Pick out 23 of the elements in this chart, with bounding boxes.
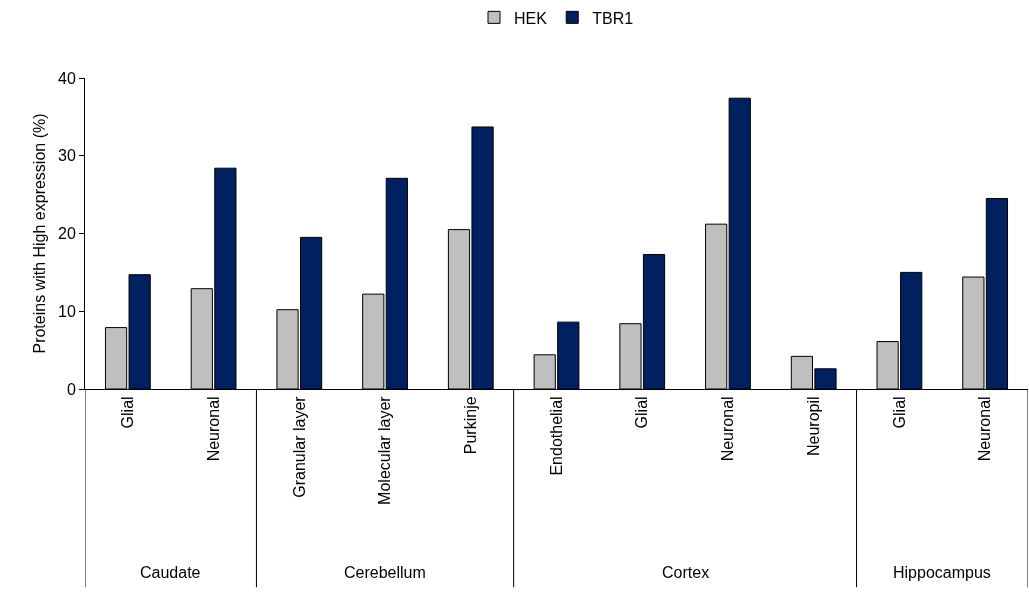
x-tick-label: Purkinje (461, 396, 479, 455)
y-tick-label: 10 (58, 302, 76, 320)
legend-label: HEK (514, 9, 548, 27)
text: Cortex (662, 564, 710, 581)
y-tick-label: 40 (58, 69, 76, 87)
x-tick-label: Neuronal (719, 396, 737, 462)
x-tick-label: Neuronal (976, 396, 994, 462)
y-tick-label: 20 (58, 225, 76, 243)
x-tick-label: Granular layer (290, 395, 308, 498)
y-axis-title: Proteins with High expression (%) (30, 113, 48, 354)
legend-label: TBR1 (592, 9, 634, 27)
y-tick-label: 30 (58, 147, 76, 165)
x-tick-label: Endothelial (547, 396, 565, 476)
x-tick-label: Neuropil (804, 396, 822, 456)
y-tick-label: 0 (66, 380, 76, 398)
x-tick-label: Molecular layer (376, 395, 394, 505)
x-tick-label: Glial (119, 396, 137, 429)
x-tick-label: Glial (890, 396, 908, 429)
text: Hippocampus (893, 564, 991, 581)
x-tick-label: Neuronal (204, 396, 222, 462)
text: Cerebellum (344, 564, 426, 581)
text: Caudate (140, 564, 201, 581)
x-tick-label: Glial (633, 396, 651, 429)
